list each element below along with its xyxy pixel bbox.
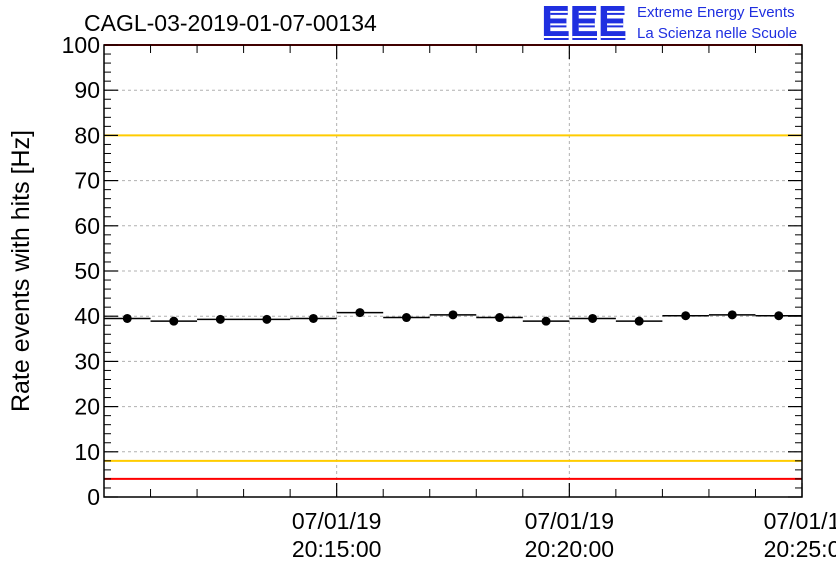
data-point <box>774 311 784 321</box>
chart-title: CAGL-03-2019-01-07-00134 <box>84 10 377 36</box>
data-point <box>588 313 598 323</box>
data-point <box>262 314 272 324</box>
x-tick-label-date: 07/01/19 <box>292 508 382 534</box>
plot-frame <box>103 44 803 498</box>
y-tick-label: 10 <box>74 439 100 465</box>
y-tick-label: 20 <box>74 394 100 420</box>
y-tick-label: 30 <box>74 348 100 374</box>
y-tick-label: 0 <box>87 484 100 510</box>
y-tick-label: 70 <box>74 168 100 194</box>
x-tick-label-date: 07/01/19 <box>525 508 615 534</box>
data-point <box>215 314 225 324</box>
data-point <box>727 310 737 320</box>
logo-tagline-1: Extreme Energy Events <box>637 4 795 21</box>
tick-labels: 010203040506070809010007/01/1920:15:0007… <box>62 32 836 562</box>
data-point <box>122 313 132 323</box>
logo-tagline-2: La Scienza nelle Scuole <box>637 25 798 42</box>
x-tick-label-time: 20:15:00 <box>292 536 382 562</box>
y-tick-label: 50 <box>74 258 100 284</box>
data-point <box>448 310 458 320</box>
eee-logo-mark: EEE <box>541 0 627 46</box>
x-tick-label-time: 20:25:0 <box>764 536 836 562</box>
data-point <box>541 316 551 326</box>
reference-lines <box>104 44 802 480</box>
eee-logo: EEE Extreme Energy Events La Scienza nel… <box>541 0 833 46</box>
y-tick-label: 80 <box>74 122 100 148</box>
data-point <box>634 316 644 326</box>
y-tick-label: 40 <box>74 303 100 329</box>
y-tick-label: 60 <box>74 213 100 239</box>
data-point <box>355 308 365 318</box>
data-point <box>495 313 505 323</box>
y-tick-label: 100 <box>62 32 100 58</box>
x-tick-label-time: 20:20:00 <box>525 536 615 562</box>
grid-lines <box>104 45 802 497</box>
data-point <box>401 313 411 323</box>
data-point <box>169 316 179 326</box>
data-points <box>104 308 802 326</box>
data-point <box>308 313 318 323</box>
y-axis-label: Rate events with hits [Hz] <box>7 130 35 412</box>
x-tick-label-date: 07/01/1 <box>764 508 836 534</box>
data-point <box>681 311 691 321</box>
y-tick-label: 90 <box>74 77 100 103</box>
